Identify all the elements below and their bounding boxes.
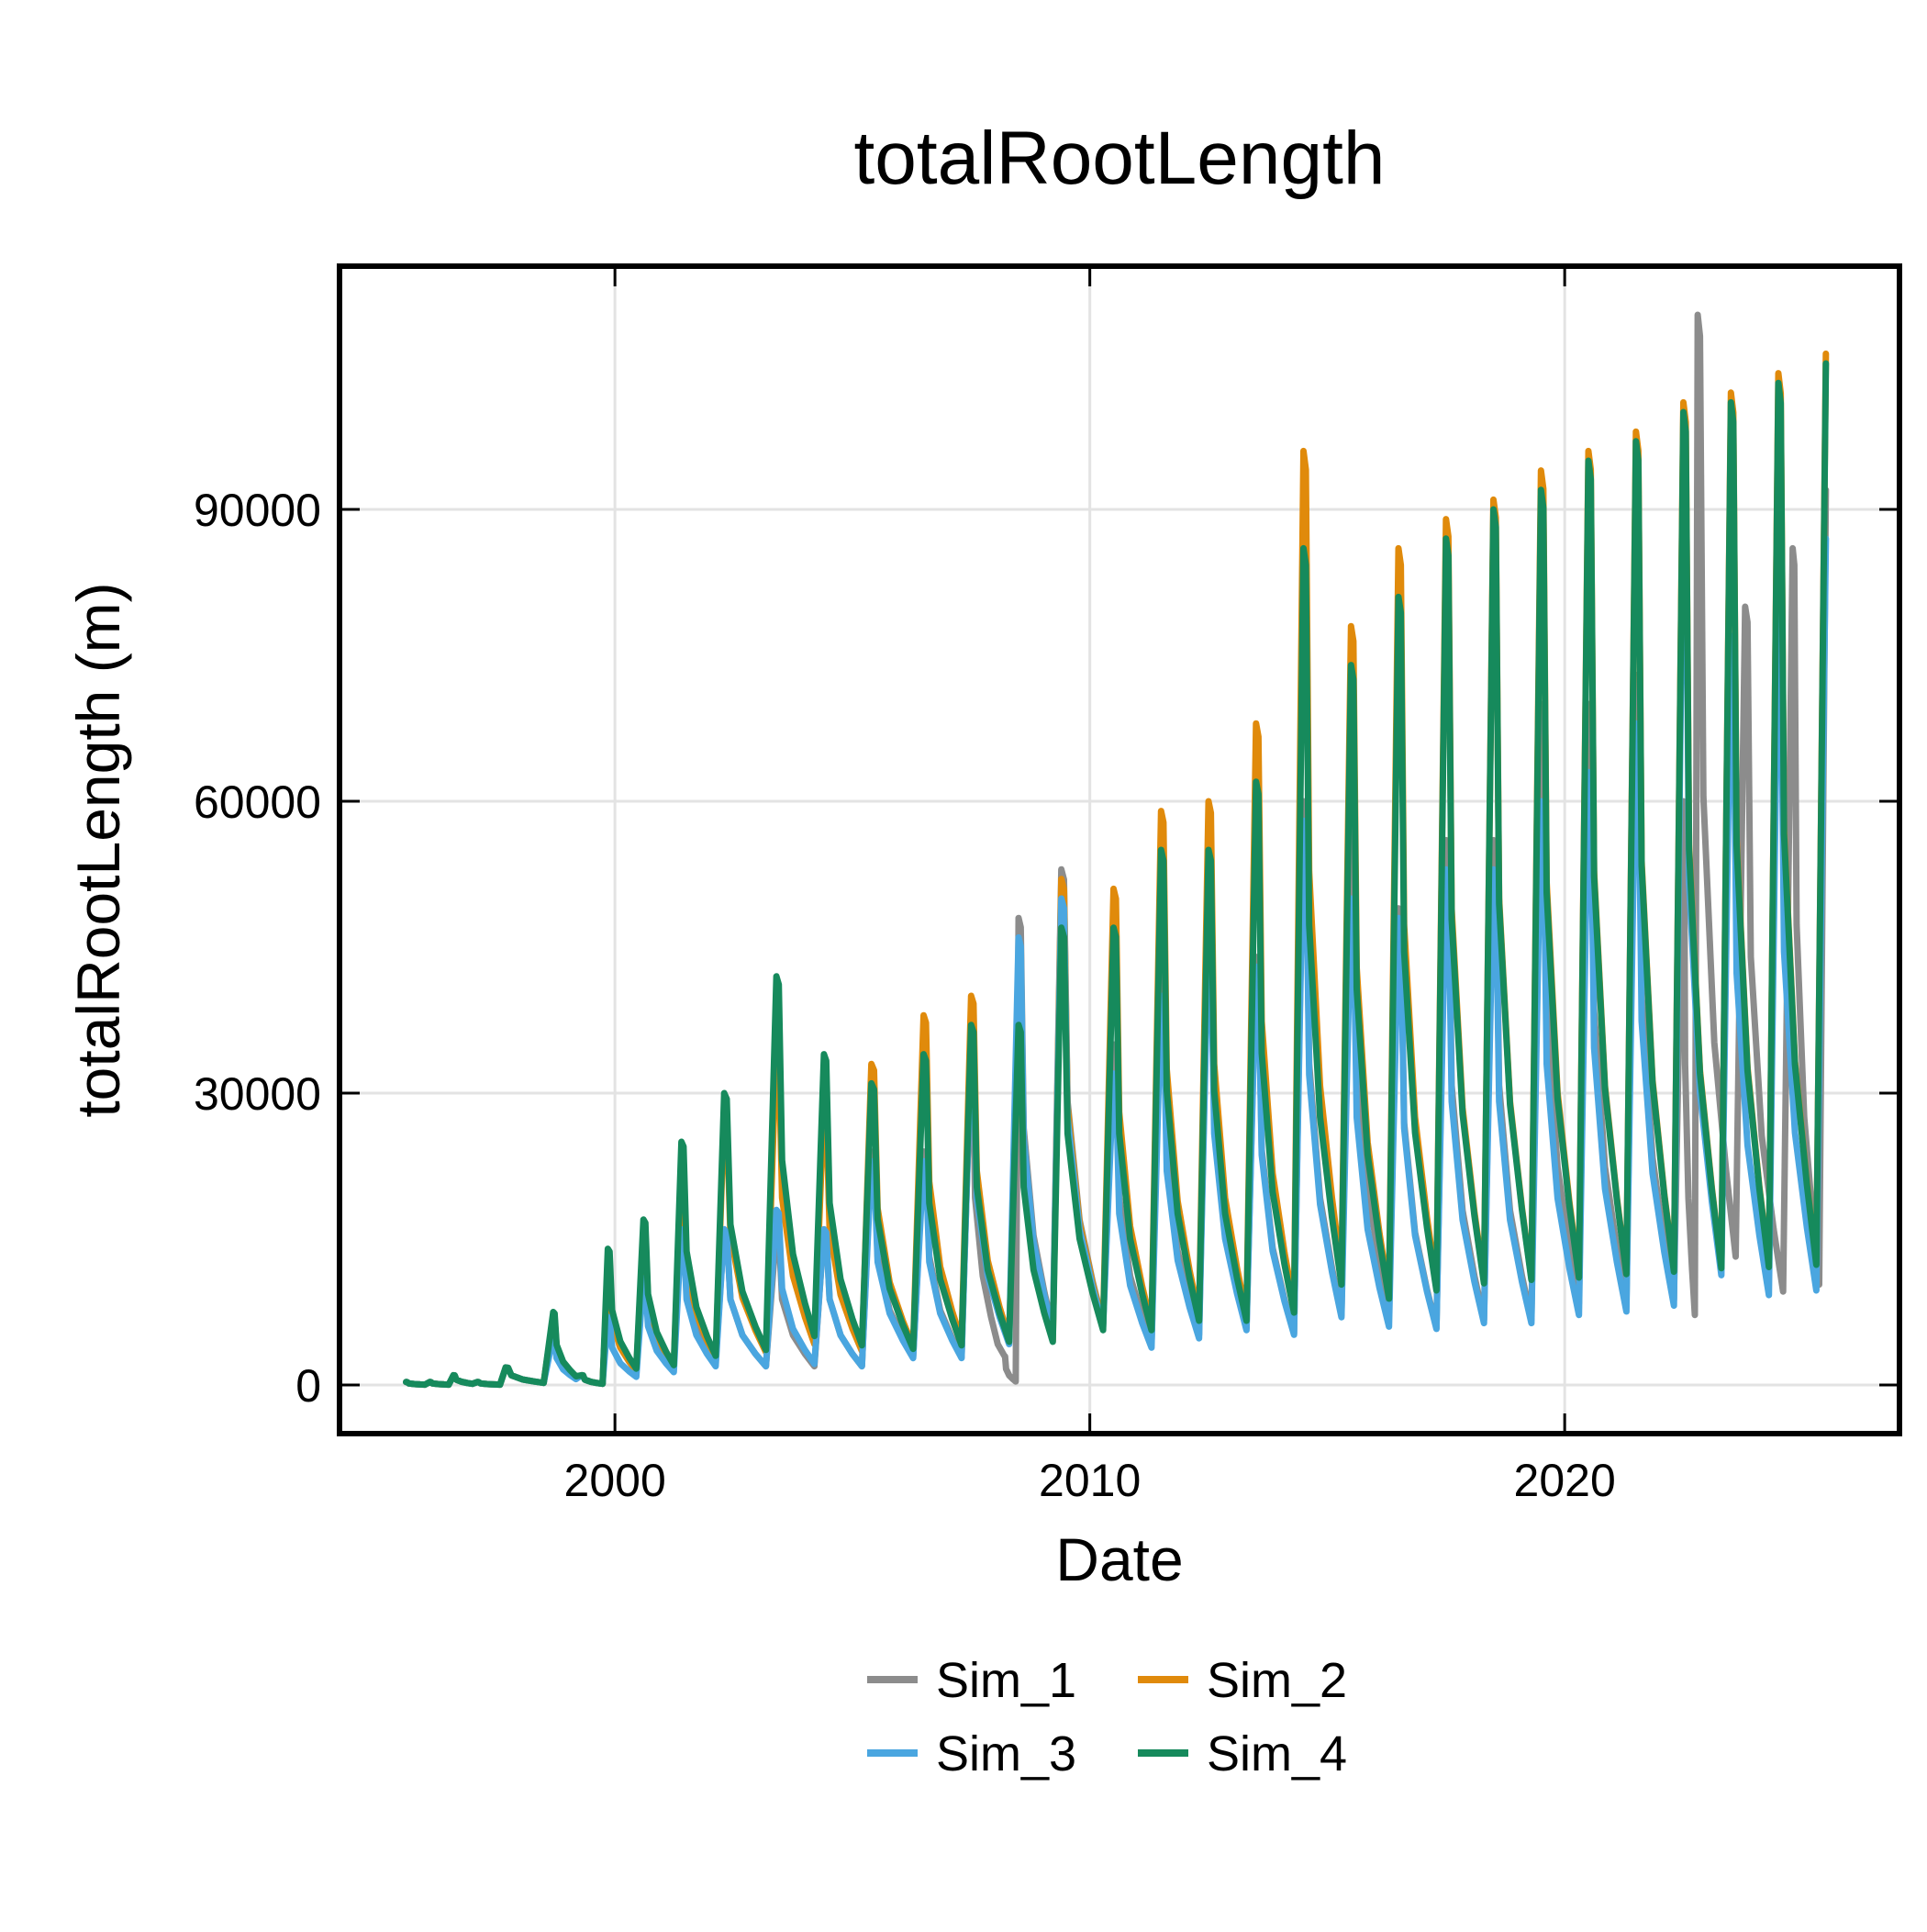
y-tick-label: 60000 [194,776,321,828]
x-tick-label: 2020 [1514,1455,1616,1506]
y-tick-label: 30000 [194,1068,321,1120]
series-lines [403,311,1830,1389]
y-tick-label: 90000 [194,485,321,536]
x-axis-label: Date [1055,1525,1183,1593]
y-axis-label: totalRootLength (m) [64,582,132,1117]
legend-label: Sim_3 [936,1726,1076,1781]
legend-item: Sim_1 [867,1653,1076,1708]
legend-label: Sim_1 [936,1653,1076,1708]
legend-label: Sim_4 [1207,1726,1347,1781]
x-tick-label: 2010 [1039,1455,1141,1506]
legend: Sim_1 Sim_2 Sim_3 Sim_4 [867,1653,1347,1781]
legend-item: Sim_2 [1138,1653,1347,1708]
legend-item: Sim_3 [867,1726,1076,1781]
chart-title: totalRootLength [853,117,1385,200]
plot-frame [337,263,1902,1436]
legend-item: Sim_4 [1138,1726,1347,1781]
axis-ticks: 2000 2010 2020 0 30000 60000 90000 [194,266,1899,1506]
legend-label: Sim_2 [1207,1653,1347,1708]
x-tick-label: 2000 [564,1455,666,1506]
series-line-sim-4 [403,360,1830,1389]
y-tick-label: 0 [295,1360,321,1412]
series-line-sim-3 [403,467,1830,1389]
